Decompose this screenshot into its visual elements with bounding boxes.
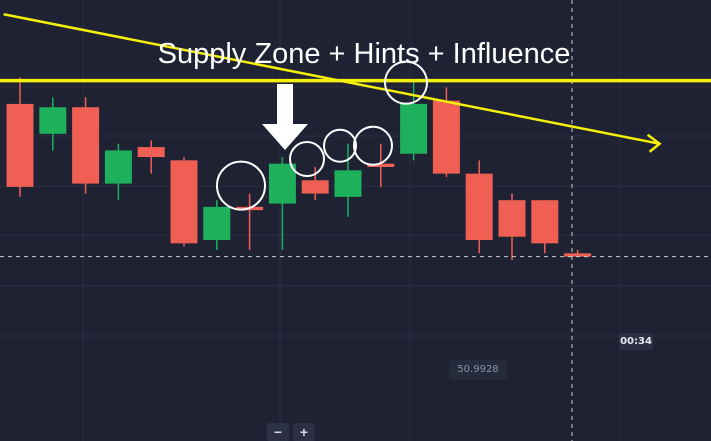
candle-body-bearish: [137, 147, 165, 158]
zoom-in-button[interactable]: +: [293, 423, 315, 441]
trendline: [3, 13, 660, 145]
down-arrow-head: [262, 124, 308, 150]
down-arrow-shaft: [277, 84, 293, 126]
candle-body-bearish: [367, 163, 395, 167]
candle-body-bearish: [531, 200, 559, 244]
candles-layer: [6, 77, 592, 260]
annotation-title: Supply Zone + Hints + Influence: [157, 38, 571, 70]
candle-body-bearish: [498, 200, 526, 237]
hint-circle: [323, 128, 357, 163]
hint-circle: [289, 141, 325, 178]
candle-body-bearish: [301, 180, 329, 194]
candle-body-bullish: [334, 170, 362, 197]
candle-body-bullish: [268, 163, 296, 204]
trendline-arrowhead: [646, 133, 662, 153]
price-marker-label: 50.9928: [449, 360, 507, 380]
candle-body-bearish: [564, 253, 592, 257]
hint-circle: [216, 160, 266, 211]
candle-body-bearish: [6, 103, 34, 187]
hint-circle: [353, 125, 393, 166]
candle-body-bullish: [39, 107, 67, 134]
candle-body-bullish: [104, 150, 132, 184]
hint-circle: [384, 60, 428, 105]
candle-body-bearish: [465, 173, 493, 241]
countdown-timer: 00:34: [619, 333, 653, 350]
candle-body-bearish: [432, 100, 460, 174]
zoom-out-button[interactable]: −: [267, 423, 289, 441]
candle-body-bearish: [170, 160, 198, 244]
candle-body-bullish: [203, 206, 231, 241]
candle-body-bearish: [72, 107, 100, 184]
candle-body-bullish: [400, 103, 428, 154]
